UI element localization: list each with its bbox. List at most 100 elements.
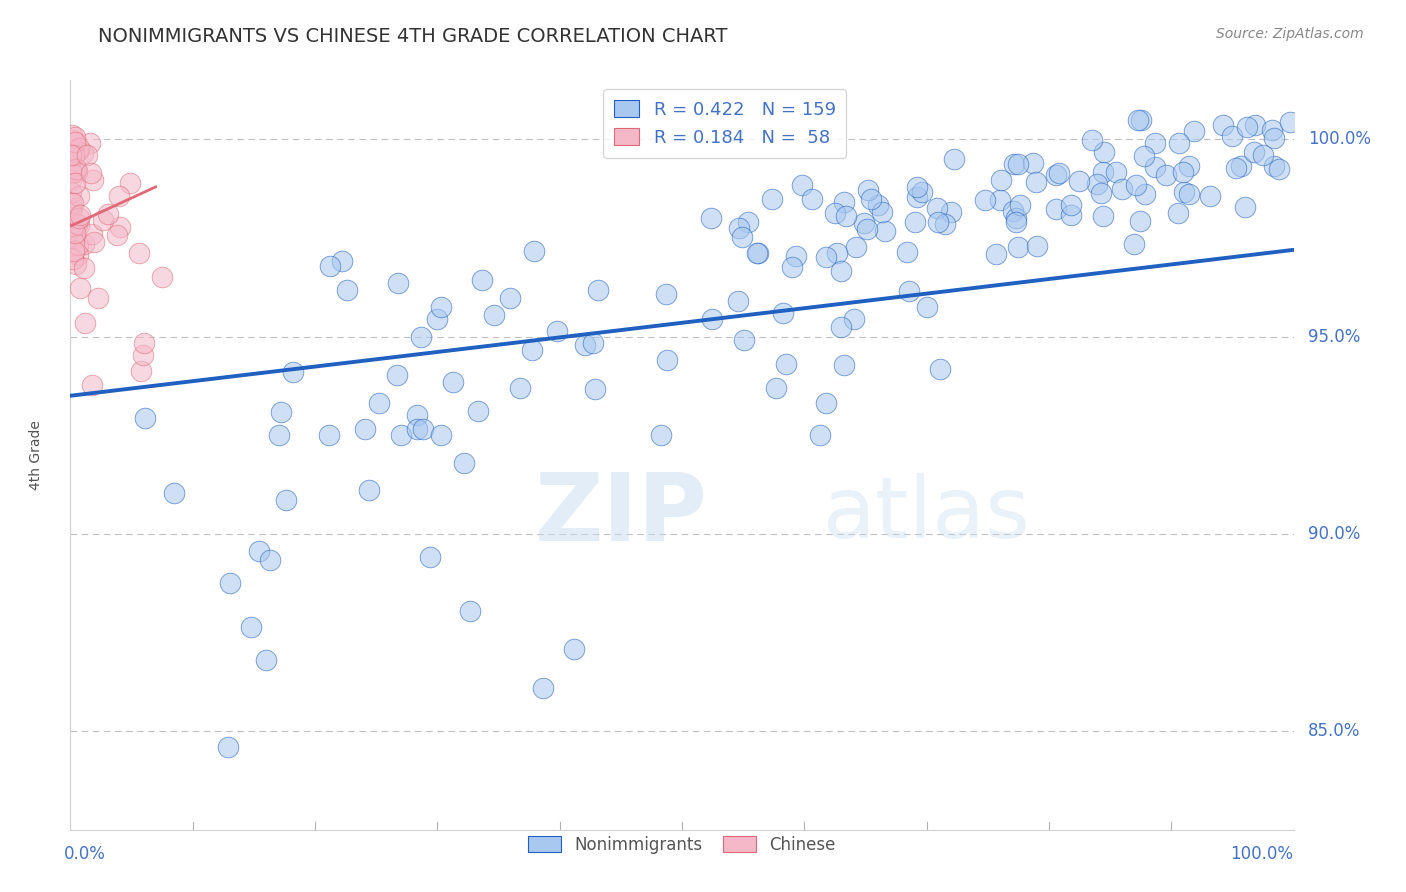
Point <box>405 408 427 422</box>
Point <box>904 215 927 229</box>
Point <box>60 128 83 142</box>
Point <box>66 217 89 231</box>
Text: 85.0%: 85.0% <box>1308 722 1361 740</box>
Point <box>63 177 86 191</box>
Point <box>1130 112 1153 127</box>
Point <box>586 283 609 297</box>
Point <box>984 247 1007 261</box>
Point <box>943 152 966 166</box>
Point <box>69 208 91 222</box>
Point <box>1261 123 1284 137</box>
Point <box>1090 186 1112 200</box>
Point <box>825 245 848 260</box>
Point <box>330 254 353 268</box>
Point <box>254 653 277 667</box>
Point <box>67 141 90 155</box>
Point <box>939 204 962 219</box>
Point <box>1173 185 1195 199</box>
Point <box>1263 160 1285 174</box>
Point <box>728 221 751 235</box>
Point <box>72 146 94 161</box>
Point <box>1144 160 1167 174</box>
Point <box>1085 178 1108 192</box>
Text: atlas: atlas <box>823 474 1031 557</box>
Point <box>59 162 82 177</box>
Point <box>1047 166 1070 180</box>
Point <box>482 309 505 323</box>
Point <box>63 231 86 245</box>
Point <box>772 306 794 320</box>
Point <box>259 553 281 567</box>
Point <box>69 280 91 294</box>
Point <box>163 485 186 500</box>
Point <box>1126 112 1149 127</box>
Point <box>1133 149 1156 163</box>
Point <box>1125 178 1147 192</box>
Point <box>60 201 83 215</box>
Point <box>1268 161 1291 176</box>
Point <box>1225 161 1247 176</box>
Point <box>60 186 83 200</box>
Point <box>1001 204 1024 219</box>
Point <box>974 194 997 208</box>
Point <box>471 273 494 287</box>
Point <box>63 148 86 162</box>
Point <box>430 428 453 442</box>
Point <box>1092 145 1115 160</box>
Point <box>1178 159 1201 173</box>
Point <box>1243 145 1265 160</box>
Point <box>655 352 678 367</box>
Point <box>1111 182 1133 196</box>
Point <box>453 456 475 470</box>
Point <box>546 324 568 338</box>
Point <box>59 173 82 187</box>
Point <box>110 219 132 234</box>
Text: 0.0%: 0.0% <box>65 846 105 863</box>
Point <box>318 427 340 442</box>
Point <box>582 336 605 351</box>
Point <box>1045 168 1067 182</box>
Point <box>1091 165 1114 179</box>
Point <box>905 180 928 194</box>
Point <box>990 193 1012 207</box>
Point <box>63 130 86 145</box>
Point <box>80 377 103 392</box>
Point <box>1168 136 1191 151</box>
Point <box>650 428 672 442</box>
Point <box>801 192 824 206</box>
Point <box>80 166 103 180</box>
Point <box>132 348 155 362</box>
Point <box>1022 156 1045 170</box>
Point <box>62 196 84 211</box>
Point <box>870 205 893 219</box>
Point <box>97 207 120 221</box>
Point <box>59 195 82 210</box>
Point <box>815 395 838 409</box>
Point <box>775 357 797 371</box>
Point <box>107 189 129 203</box>
Point <box>745 246 768 260</box>
Point <box>780 260 803 274</box>
Text: 100.0%: 100.0% <box>1308 130 1371 148</box>
Point <box>59 148 82 162</box>
Point <box>430 300 453 314</box>
Point <box>63 244 86 259</box>
Point <box>134 410 156 425</box>
Point <box>73 260 96 275</box>
Point <box>520 343 543 358</box>
Point <box>1220 129 1243 144</box>
Point <box>458 604 481 618</box>
Point <box>1212 119 1234 133</box>
Point <box>856 183 879 197</box>
Point <box>76 147 98 161</box>
Point <box>1279 114 1302 128</box>
Point <box>733 333 755 347</box>
Point <box>1182 124 1205 138</box>
Point <box>129 364 152 378</box>
Point <box>1129 214 1152 228</box>
Point <box>834 194 856 209</box>
Point <box>727 293 749 308</box>
Point <box>283 365 305 379</box>
Point <box>1133 187 1156 202</box>
Point <box>368 396 391 410</box>
